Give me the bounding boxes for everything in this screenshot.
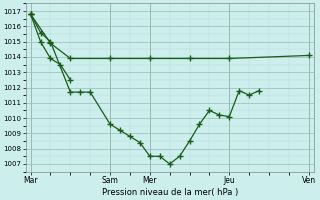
X-axis label: Pression niveau de la mer( hPa ): Pression niveau de la mer( hPa ): [101, 188, 238, 197]
